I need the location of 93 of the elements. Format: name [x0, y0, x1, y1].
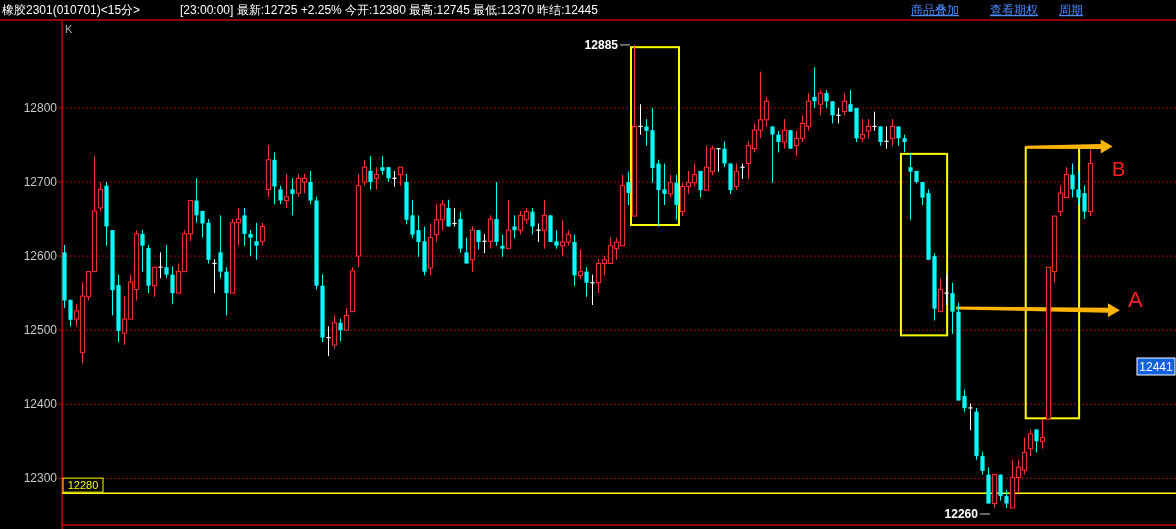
candlestick	[830, 100, 835, 124]
candlestick	[859, 118, 866, 143]
candlestick	[980, 451, 985, 476]
candlestick	[164, 244, 169, 279]
candlestick	[254, 222, 259, 261]
candlestick	[361, 159, 368, 187]
candlestick	[943, 274, 950, 306]
candlestick	[998, 474, 1003, 502]
candlestick	[397, 166, 404, 187]
candlestick	[698, 170, 703, 199]
candlestick	[259, 222, 266, 247]
candlestick	[151, 266, 158, 298]
candlestick	[841, 92, 848, 116]
candlestick	[770, 125, 775, 184]
candlestick	[967, 403, 974, 431]
candlestick	[950, 282, 955, 335]
candlestick	[218, 214, 223, 279]
candlestick	[494, 181, 499, 247]
y-tick-label: 12600	[23, 249, 58, 264]
text: 12441	[1139, 360, 1174, 374]
candlestick	[464, 237, 469, 264]
candlestick	[530, 207, 535, 236]
candlestick	[883, 125, 890, 150]
text: A	[1128, 287, 1143, 312]
candlestick	[373, 166, 380, 190]
candlestick	[865, 118, 872, 139]
chart-title: 橡胶2301(010701)<15分>	[2, 3, 141, 17]
candlestick	[1027, 428, 1034, 457]
annotation: K	[65, 23, 73, 35]
y-tick-label: 12400	[23, 397, 58, 412]
candlestick	[451, 207, 458, 227]
y-tick-label: 12300	[23, 471, 58, 486]
candlestick	[584, 266, 589, 298]
text: 周期	[1059, 3, 1083, 17]
candlestick	[889, 118, 896, 147]
candlestick	[1039, 418, 1046, 450]
candlestick	[626, 171, 631, 206]
y-tick-label: 12800	[23, 100, 58, 115]
candlestick	[637, 103, 644, 136]
candlestick	[338, 318, 343, 342]
candlestick	[283, 173, 290, 209]
candlestick	[674, 174, 679, 221]
candlestick	[505, 199, 512, 250]
candlestick	[157, 251, 164, 279]
candlestick	[781, 118, 788, 150]
candlestick	[487, 214, 494, 250]
candlestick	[224, 266, 229, 316]
candlestick	[715, 148, 722, 173]
candlestick	[446, 199, 451, 227]
candlestick	[722, 140, 727, 168]
candlestick	[308, 170, 313, 205]
ref-line-label: 12280	[67, 479, 99, 492]
candlestick	[368, 155, 373, 190]
chart-subtitle: [23:00:00] 最新:12725 +2.25% 今开:12380 最高:12745 最低:12370 昨结:12445	[180, 3, 599, 17]
candlestick	[97, 181, 104, 213]
candlestick	[776, 130, 781, 153]
candlestick	[1070, 162, 1075, 199]
candlestick	[140, 229, 145, 273]
candlestick	[871, 111, 878, 132]
candlestick	[1034, 428, 1039, 453]
candlestick	[896, 125, 901, 147]
candlestick	[535, 223, 542, 243]
candlestick	[476, 229, 481, 250]
candlestick	[878, 125, 883, 147]
candlestick	[589, 274, 596, 306]
candlestick	[331, 314, 338, 350]
text: 查看期权	[990, 3, 1038, 17]
text: 商品叠加	[911, 3, 959, 17]
candlestick	[817, 89, 824, 116]
candlestick	[343, 307, 350, 331]
candlestick	[278, 185, 283, 205]
candlestick	[290, 177, 295, 216]
annotation: 12260	[944, 506, 979, 521]
text: B	[1112, 158, 1126, 180]
candlestick	[739, 162, 746, 180]
y-tick-label: 12500	[23, 323, 58, 338]
candlestick	[577, 248, 584, 280]
candlestick	[500, 234, 505, 258]
candlestick	[733, 162, 740, 191]
candlestick	[937, 277, 944, 313]
candlestick	[541, 199, 548, 250]
candlestick	[170, 265, 175, 305]
candlestick	[211, 258, 218, 294]
candlestick	[512, 214, 517, 239]
annotation: 12885	[584, 37, 619, 52]
y-tick-label: 12700	[23, 175, 58, 190]
candlestick	[325, 325, 332, 357]
candlestick	[667, 174, 674, 199]
candlestick	[788, 129, 793, 150]
candlestick	[248, 229, 253, 257]
candlestick	[481, 233, 488, 254]
candlestick	[242, 207, 247, 247]
candlestick	[812, 66, 817, 109]
